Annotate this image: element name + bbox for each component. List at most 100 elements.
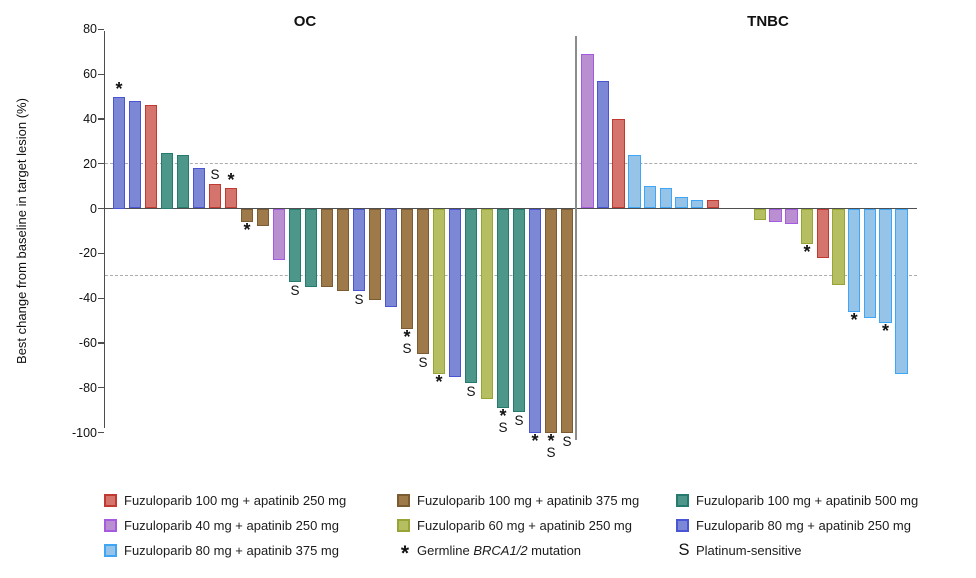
y-tick-mark — [98, 387, 104, 389]
bar-tnbc-17 — [832, 208, 845, 285]
bar-mark: S — [557, 433, 577, 449]
legend-label: Fuzuloparib 100 mg + apatinib 500 mg — [696, 492, 919, 508]
legend-item-lightblue: Fuzuloparib 80 mg + apatinib 375 mg — [104, 542, 339, 558]
bar-oc-12 — [289, 208, 301, 283]
legend-swatch-slateblue — [676, 518, 689, 532]
bar-oc-3 — [145, 105, 157, 209]
bar-tnbc-2 — [596, 80, 610, 209]
platinum-sensitive-s: S — [546, 444, 556, 460]
bar-oc-19 — [401, 208, 413, 330]
brca-mutation-asterisk: * — [435, 372, 443, 393]
legend-label: Platinum-sensitive — [696, 542, 802, 558]
bar-oc-8 — [225, 188, 237, 209]
legend-swatch-purple — [104, 518, 117, 532]
legend-item-brca: * Germline BRCA1/2 mutation — [397, 542, 581, 565]
bar-oc-2 — [129, 100, 141, 209]
bar-oc-27 — [529, 208, 541, 433]
legend-label: Fuzuloparib 80 mg + apatinib 375 mg — [124, 542, 339, 558]
bar-mark: * — [797, 242, 817, 263]
y-tick-mark — [98, 252, 104, 254]
platinum-sensitive-s: S — [498, 419, 508, 435]
bar-tnbc-7 — [675, 197, 688, 209]
platinum-sensitive-s: S — [466, 384, 476, 400]
brca-mutation-asterisk: * — [499, 405, 507, 426]
brca-mutation-asterisk: * — [243, 219, 251, 240]
bar-tnbc-13 — [769, 208, 782, 222]
bar-mark: S — [509, 413, 529, 429]
bar-oc-5 — [177, 154, 189, 209]
platinum-sensitive-s: S — [210, 166, 220, 182]
y-tick-mark — [98, 73, 104, 75]
legend-label: Fuzuloparib 100 mg + apatinib 375 mg — [417, 492, 640, 508]
y-tick-label: 60 — [83, 67, 97, 82]
platinum-sensitive-s: S — [562, 433, 572, 449]
bar-oc-28 — [545, 208, 557, 433]
s-symbol: S — [678, 540, 690, 559]
legend-swatch-red — [104, 493, 117, 507]
brca-mutation-asterisk: * — [115, 78, 123, 99]
bar-tnbc-4 — [628, 154, 641, 209]
bar-mark: S — [413, 355, 433, 371]
brca-mutation-asterisk: * — [850, 309, 858, 330]
bar-mark: * — [237, 219, 257, 240]
legend-item-teal: Fuzuloparib 100 mg + apatinib 500 mg — [676, 492, 918, 508]
y-tick-mark — [98, 118, 104, 120]
legend-item-brown: Fuzuloparib 100 mg + apatinib 375 mg — [397, 492, 639, 508]
bar-tnbc-9 — [706, 199, 720, 209]
brca-mutation-asterisk: * — [547, 430, 555, 451]
bar-tnbc-6 — [659, 188, 672, 209]
brca-mutation-asterisk: * — [403, 327, 411, 348]
bar-oc-22 — [449, 208, 461, 377]
legend-swatch-brown — [397, 493, 410, 507]
y-tick-label: -100 — [71, 425, 97, 440]
bar-tnbc-20 — [879, 208, 892, 323]
platinum-sensitive-s: S — [514, 413, 524, 429]
panel-title-oc: OC — [293, 13, 317, 30]
y-tick-mark — [98, 342, 104, 344]
platinum-sensitive-s: S — [354, 292, 364, 308]
bar-oc-7 — [209, 183, 221, 209]
platinum-sensitive-s: S — [402, 341, 412, 357]
gene-name-italic: BRCA1/2 — [473, 542, 528, 558]
y-tick-label: 20 — [83, 156, 97, 171]
brca-mutation-asterisk: * — [227, 170, 235, 191]
y-tick-label: -60 — [78, 335, 97, 350]
asterisk-symbol: * — [400, 542, 410, 565]
platinum-sensitive-s: S — [418, 355, 428, 371]
bar-tnbc-19 — [863, 208, 877, 319]
bar-oc-23 — [465, 208, 477, 384]
legend-swatch-teal — [676, 493, 689, 507]
bar-tnbc-14 — [785, 208, 798, 225]
chart-legend: Fuzuloparib 100 mg + apatinib 250 mg Fuzu… — [0, 0, 976, 565]
y-tick-label: 40 — [83, 111, 97, 126]
bar-oc-18 — [385, 208, 397, 308]
brca-mutation-asterisk: * — [882, 320, 890, 341]
zero-baseline — [105, 207, 917, 210]
bar-tnbc-16 — [816, 208, 829, 258]
legend-item-red: Fuzuloparib 100 mg + apatinib 250 mg — [104, 492, 346, 508]
bar-mark: * S — [397, 327, 417, 357]
y-axis-line — [103, 31, 105, 428]
reference-line — [105, 275, 917, 276]
brca-mutation-asterisk: * — [531, 430, 539, 451]
legend-label: Fuzuloparib 80 mg + apatinib 250 mg — [696, 517, 911, 533]
reference-line — [105, 163, 917, 164]
y-tick-mark — [98, 28, 104, 30]
bar-tnbc-15 — [800, 208, 814, 245]
legend-item-purple: Fuzuloparib 40 mg + apatinib 250 mg — [104, 517, 339, 533]
bar-mark: * — [844, 309, 864, 330]
bar-tnbc-5 — [643, 186, 657, 209]
bar-mark: * — [109, 78, 129, 99]
bar-oc-14 — [321, 208, 333, 287]
bar-oc-4 — [161, 152, 173, 209]
bar-tnbc-1 — [581, 53, 594, 209]
bar-oc-16 — [353, 208, 365, 292]
bar-mark: * — [876, 320, 896, 341]
panel-title-tnbc: TNBC — [747, 13, 789, 30]
bar-oc-13 — [305, 208, 317, 287]
bar-oc-24 — [481, 208, 493, 399]
bar-oc-9 — [241, 208, 253, 222]
brca-mutation-asterisk: * — [803, 242, 811, 263]
bar-tnbc-8 — [690, 199, 704, 209]
